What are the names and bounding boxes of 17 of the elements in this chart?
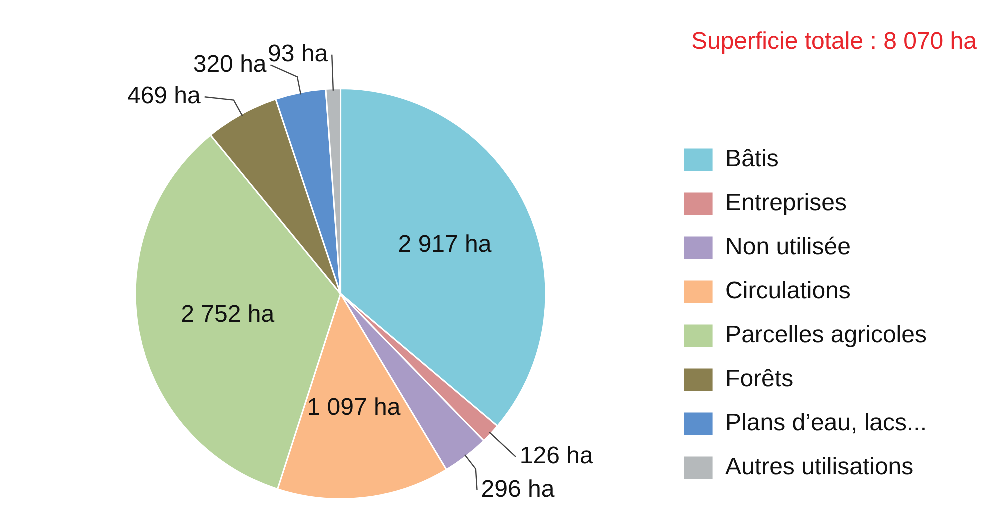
- legend-label: Plans d’eau, lacs...: [726, 410, 928, 437]
- legend-label: Bâtis: [726, 146, 779, 173]
- data-label: 126 ha: [520, 442, 594, 470]
- legend-label: Circulations: [726, 278, 851, 305]
- legend-label: Forêts: [726, 366, 794, 393]
- data-label: 2 917 ha: [398, 231, 492, 258]
- data-label: 2 752 ha: [181, 301, 276, 328]
- data-label: 93 ha: [268, 40, 329, 68]
- chart-title: Superficie totale : 8 070 ha: [691, 28, 977, 56]
- legend-label: Non utilisée: [726, 234, 851, 261]
- data-label: 1 097 ha: [307, 394, 402, 421]
- data-label: 469 ha: [127, 82, 202, 110]
- legend-label: Parcelles agricoles: [726, 322, 927, 349]
- legend-label: Entreprises: [726, 190, 847, 217]
- data-label: 296 ha: [481, 476, 556, 504]
- data-label: 320 ha: [193, 50, 268, 78]
- legend-label: Autres utilisations: [726, 454, 914, 481]
